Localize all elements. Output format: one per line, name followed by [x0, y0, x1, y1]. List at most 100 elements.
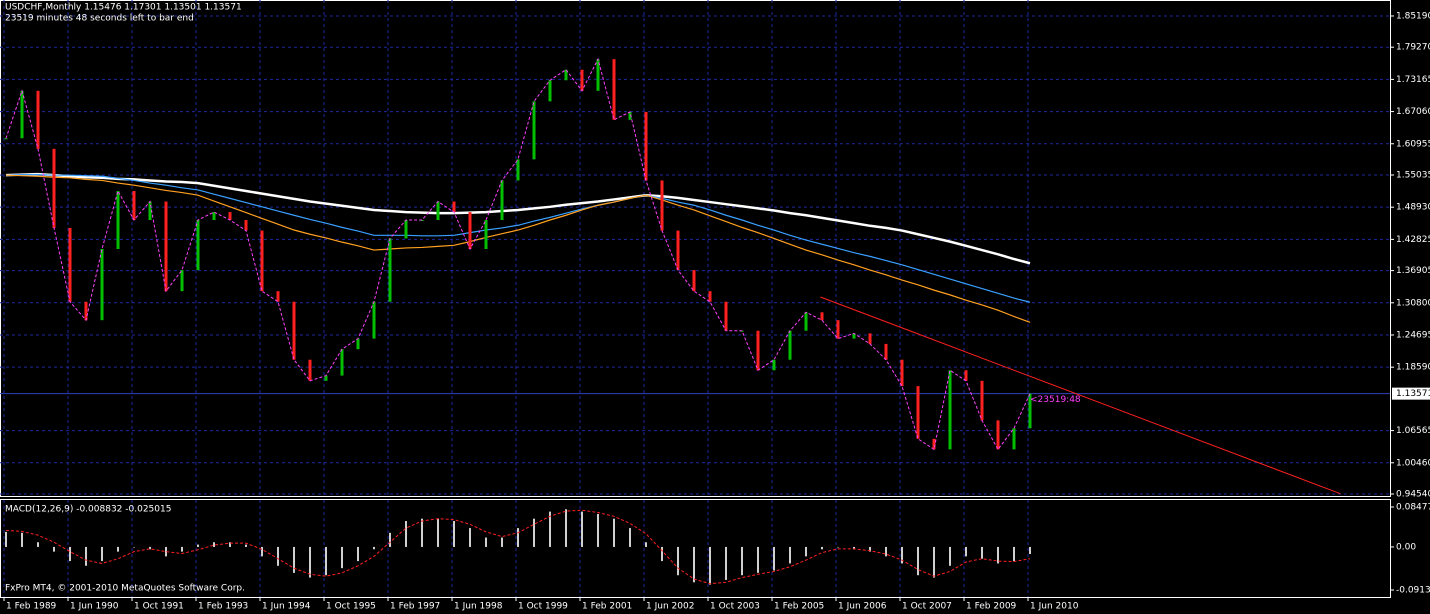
price-bar [580, 69, 584, 91]
macd-bar [53, 546, 55, 552]
price-bar [340, 349, 344, 376]
price-bar [852, 333, 856, 339]
y-tick-label: 1.60955 [1396, 139, 1430, 149]
macd-bar [117, 546, 119, 552]
y-tick-label: 1.30800 [1396, 298, 1430, 308]
x-tick-label: 1 Jun 2010 [1030, 602, 1079, 612]
macd-bar [645, 542, 647, 547]
footer: FxPro MT4, © 2001-2010 MetaQuotes Softwa… [5, 584, 245, 594]
price-bar [948, 370, 952, 450]
macd-bar [261, 546, 263, 557]
macd-bar [501, 537, 503, 547]
macd-bar [581, 511, 583, 547]
x-tick-label: 1 Jun 1990 [70, 602, 119, 612]
price-bar [932, 438, 936, 450]
y-tick-label: 1.67060 [1396, 107, 1430, 117]
macd-bar [853, 546, 855, 550]
price-bar [436, 201, 440, 220]
macd-bar [197, 544, 199, 547]
price-bar [36, 90, 40, 149]
grid [0, 0, 1390, 597]
price-bar [148, 201, 152, 220]
price-bar [900, 359, 904, 387]
macd-bar [661, 546, 663, 562]
price-bar [164, 201, 168, 292]
price-bar [100, 249, 104, 321]
moving-average [5, 174, 1031, 323]
price-bar [660, 180, 664, 231]
price-bar [868, 333, 872, 344]
price-bar [916, 386, 920, 439]
macd-bar [597, 513, 599, 547]
price-bar [612, 59, 616, 120]
macd-bar [485, 537, 487, 547]
price-bar [276, 291, 280, 302]
price-bar [20, 90, 24, 139]
x-tick-label: 1 Oct 2003 [710, 602, 760, 612]
macd-bar [805, 546, 807, 557]
price-bar [564, 69, 568, 81]
macd-bar [437, 518, 439, 547]
y-tick-label: 1.55035 [1396, 170, 1430, 180]
macd-bar [933, 546, 935, 578]
macd-bar [389, 532, 391, 547]
price-bar [980, 380, 984, 421]
price-bar [836, 320, 840, 339]
price-bar [548, 80, 552, 102]
macd-bar [341, 546, 343, 569]
price-bar [996, 420, 1000, 450]
macd-bar [229, 542, 231, 547]
bar-timer: <23519:48 [1030, 395, 1081, 405]
price-bar [356, 338, 360, 350]
macd-bar [901, 546, 903, 564]
price-bar [708, 291, 712, 302]
x-tick-label: 1 Jun 2006 [838, 602, 887, 612]
macd-bar [133, 546, 135, 548]
macd-bar [677, 546, 679, 576]
macd-bar [869, 546, 871, 552]
price-bar [1012, 428, 1016, 450]
y-tick-label: 0.94540 [1396, 489, 1430, 499]
price-bar [964, 370, 968, 381]
price-bar [244, 219, 248, 231]
macd-y-tick-label: 0.084779 [1396, 502, 1430, 512]
price-bar [596, 59, 600, 91]
macd-bar [37, 542, 39, 547]
price-bar [532, 101, 536, 160]
macd-bar [21, 532, 23, 547]
moving-average [5, 174, 1031, 303]
price-bar [260, 230, 264, 292]
x-tick-label: 1 Jun 1994 [262, 602, 311, 612]
macd-bar [981, 546, 983, 559]
price-bar [324, 375, 328, 381]
macd-bar [949, 546, 951, 566]
x-tick-label: 1 Jun 2002 [646, 602, 694, 612]
macd-bar [757, 546, 759, 573]
macd-bar [837, 546, 839, 548]
macd-bar [357, 546, 359, 562]
price-bar [692, 270, 696, 292]
price-bar [772, 359, 776, 371]
macd-bar [997, 546, 999, 564]
price-bar [484, 219, 488, 250]
macd-bar [773, 546, 775, 571]
macd-bar [885, 546, 887, 557]
macd-bar [1029, 546, 1031, 555]
price-bar [132, 190, 136, 220]
price-bar [676, 230, 680, 271]
macd-y-tick-label: 0.00 [1396, 542, 1416, 552]
price-bar [628, 111, 632, 120]
macd-bar [469, 528, 471, 547]
current-price-box [1392, 387, 1430, 400]
y-tick-label: 1.24695 [1396, 330, 1430, 340]
macd-bar [517, 528, 519, 547]
y-tick-label: 1.00460 [1396, 458, 1430, 468]
price-bar [516, 159, 520, 181]
price-bar [196, 219, 200, 271]
macd-bar [165, 546, 167, 557]
macd-bar [821, 546, 823, 550]
macd-bar [85, 546, 87, 566]
